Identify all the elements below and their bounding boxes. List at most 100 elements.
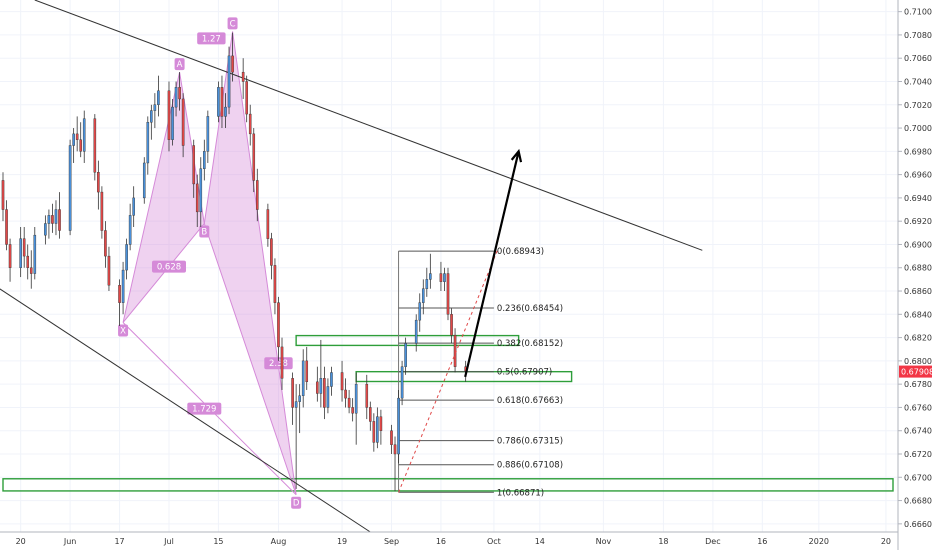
candle-body — [104, 230, 107, 257]
candle-body — [376, 416, 379, 443]
candle-body — [47, 215, 51, 224]
grid — [0, 0, 898, 532]
ratio-badge — [151, 260, 186, 273]
candle-body — [330, 372, 333, 387]
candle-body — [277, 302, 280, 348]
candle-body — [199, 168, 203, 213]
point-label-b: B — [201, 228, 207, 238]
candle-body — [150, 110, 153, 123]
ratio-label: 0.628 — [157, 263, 181, 273]
candle-body — [19, 238, 22, 268]
candle-body — [326, 386, 330, 408]
candle-body — [5, 209, 8, 245]
candle-body — [397, 397, 400, 455]
point-badge-a — [174, 58, 185, 71]
candle-body — [79, 139, 82, 152]
candle-body — [429, 273, 432, 280]
candle-body — [75, 133, 79, 140]
candle-body — [305, 360, 309, 383]
candle-body — [414, 319, 418, 344]
dashed-projection-line — [398, 250, 498, 493]
candle-body — [132, 197, 135, 216]
time-tick-label: Oct — [487, 537, 501, 546]
candle-body — [248, 113, 252, 135]
candle-body — [354, 383, 358, 414]
candle-body — [1, 180, 5, 210]
projection-overlay — [398, 148, 523, 493]
candle-body — [372, 421, 376, 443]
time-tick-label: Jul — [163, 537, 174, 546]
time-tick-label: 16 — [436, 537, 446, 546]
candle-body — [93, 118, 97, 173]
lower-trendline — [0, 288, 371, 533]
candle-body — [121, 269, 125, 303]
candle-body — [393, 444, 397, 455]
time-tick-label: 20 — [16, 537, 26, 546]
projection-arrowhead — [510, 148, 523, 163]
time-axis[interactable]: 20 Jun 17 Jul 15 Aug 19 Sep 16 Oct 14 Nov 18 Dec 16 202… — [0, 531, 898, 546]
candle-body — [319, 378, 323, 394]
candle-body — [280, 346, 284, 379]
upper-trendline — [34, 0, 703, 251]
candle-body — [421, 288, 425, 303]
candle-body — [128, 215, 132, 245]
time-tick-label: 15 — [213, 537, 223, 546]
time-tick-label: 14 — [535, 537, 545, 546]
zone-0682 — [295, 334, 520, 347]
zone-0670 — [2, 478, 894, 492]
fibonacci-retracement: 0(0.68943) 0.236(0.68454) 0.382(0.68152) 0.… — [398, 247, 563, 498]
fib-level-label: 0.618(0.67663) — [497, 396, 563, 406]
candle-body — [231, 55, 234, 73]
candle-body — [157, 90, 160, 105]
candle-body — [142, 162, 146, 199]
candle-body — [178, 87, 181, 100]
candle-body — [68, 145, 72, 231]
ratio-label: 1.27 — [202, 34, 221, 44]
time-tick-label: Dec — [705, 537, 720, 546]
candle-body — [323, 378, 326, 408]
candle-body — [379, 416, 383, 431]
candle-body — [301, 360, 305, 396]
current-price-tag — [899, 365, 932, 378]
candle-body — [203, 151, 206, 169]
candle-body — [316, 381, 319, 394]
time-tick-label: 2020 — [809, 537, 829, 546]
candle-body — [100, 191, 104, 231]
candle-body — [241, 71, 245, 82]
candles — [1, 32, 467, 492]
ratio-badge — [264, 357, 293, 370]
candle-body — [22, 238, 26, 257]
candle-body — [146, 122, 150, 164]
ratio-label: 2.38 — [269, 359, 288, 369]
projection-arrow — [464, 151, 520, 378]
time-tick-label: Aug — [271, 537, 287, 546]
time-tick-label: 20 — [881, 537, 891, 546]
candle-body — [252, 133, 256, 181]
candle-body — [72, 133, 75, 146]
fib-level-label: 1(0.66871) — [497, 488, 544, 498]
candle-body — [118, 285, 121, 303]
fib-level-label: 0.786(0.67315) — [497, 437, 563, 447]
time-tick-label: Sep — [384, 537, 399, 546]
candle-body — [54, 209, 58, 224]
candle-body — [181, 98, 185, 146]
candle-body — [29, 267, 33, 274]
